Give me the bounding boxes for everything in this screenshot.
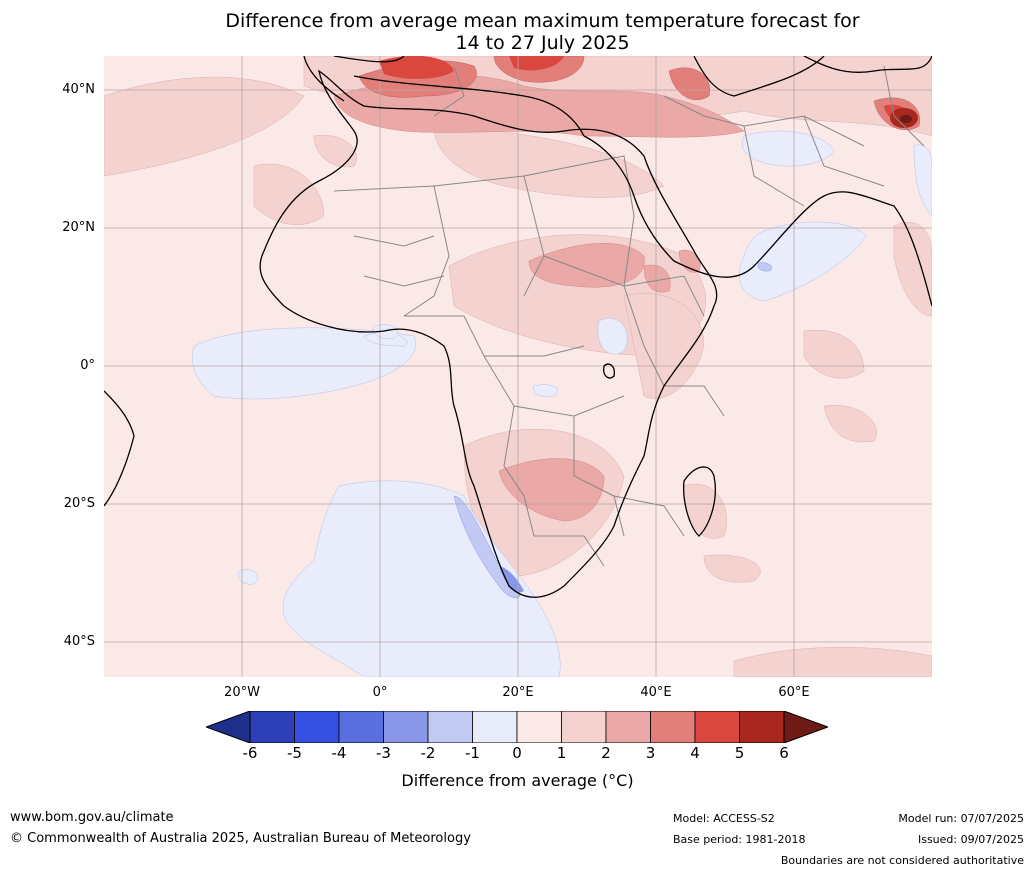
coastlines <box>104 56 932 598</box>
colorbar-tick-label: 4 <box>690 744 700 762</box>
lat-label-40s: 40°S <box>63 634 95 649</box>
anomaly-cool-regions <box>104 130 932 677</box>
colorbar-segment <box>739 711 785 743</box>
lon-label-20w: 20°W <box>224 685 260 700</box>
footer-base-period: Base period: 1981-2018 <box>673 833 806 846</box>
colorbar-tick-label: -3 <box>376 744 391 762</box>
colorbar-high-extension <box>783 711 828 743</box>
colorbar-segment <box>383 711 429 743</box>
footer-model: Model: ACCESS-S2 <box>673 812 775 825</box>
colorbar <box>206 711 828 743</box>
lon-label-20e: 20°E <box>502 685 534 700</box>
colorbar-tick-label: 6 <box>779 744 789 762</box>
forecast-map <box>104 56 932 677</box>
colorbar-segment <box>472 711 518 743</box>
colorbar-tick-label: 0 <box>512 744 522 762</box>
colorbar-segments <box>249 711 785 743</box>
colorbar-segment <box>249 711 295 743</box>
colorbar-tick-label: -2 <box>420 744 436 762</box>
lat-label-0: 0° <box>80 358 95 373</box>
title-line-2: 14 to 27 July 2025 <box>455 32 630 54</box>
colorbar-label: Difference from average (°C) <box>401 771 634 790</box>
footer-disclaimer: Boundaries are not considered authoritat… <box>780 854 1024 867</box>
colorbar-tick-label: -1 <box>465 744 480 762</box>
colorbar-tick-label: 3 <box>645 744 656 762</box>
colorbar-segment <box>694 711 740 743</box>
lat-label-40n: 40°N <box>62 82 95 97</box>
colorbar-tick-label: 5 <box>734 744 745 762</box>
footer-copyright: © Commonwealth of Australia 2025, Austra… <box>10 831 471 846</box>
footer-issued: Issued: 09/07/2025 <box>917 833 1024 846</box>
anomaly-warm-4-regions <box>379 56 910 123</box>
lat-label-20n: 20°N <box>62 220 95 235</box>
country-borders <box>333 65 925 567</box>
colorbar-tick-label: 2 <box>601 744 611 762</box>
colorbar-segment <box>294 711 340 743</box>
colorbar-tick-label: -5 <box>287 744 302 762</box>
lat-label-20s: 20°S <box>63 496 95 511</box>
colorbar-tick-label: -6 <box>242 744 258 762</box>
colorbar-segment <box>516 711 562 743</box>
footer-website[interactable]: www.bom.gov.au/climate <box>10 810 174 825</box>
colorbar-segment <box>338 711 384 743</box>
lon-label-0: 0° <box>372 685 388 700</box>
lon-label-40e: 40°E <box>640 685 672 700</box>
colorbar-segment <box>427 711 473 743</box>
colorbar-segment <box>561 711 607 743</box>
anomaly-warm-6-regions <box>900 115 912 123</box>
colorbar-low-extension <box>206 711 251 743</box>
title-line-1: Difference from average mean maximum tem… <box>225 10 860 32</box>
colorbar-segment <box>650 711 696 743</box>
footer-model-run: Model run: 07/07/2025 <box>898 812 1024 825</box>
colorbar-tick-label: 1 <box>556 744 567 762</box>
colorbar-tick-label: -4 <box>331 744 347 762</box>
lon-label-60e: 60°E <box>778 685 810 700</box>
graticule <box>104 56 932 677</box>
colorbar-segment <box>605 711 651 743</box>
chart-title: Difference from average mean maximum tem… <box>0 10 1035 54</box>
